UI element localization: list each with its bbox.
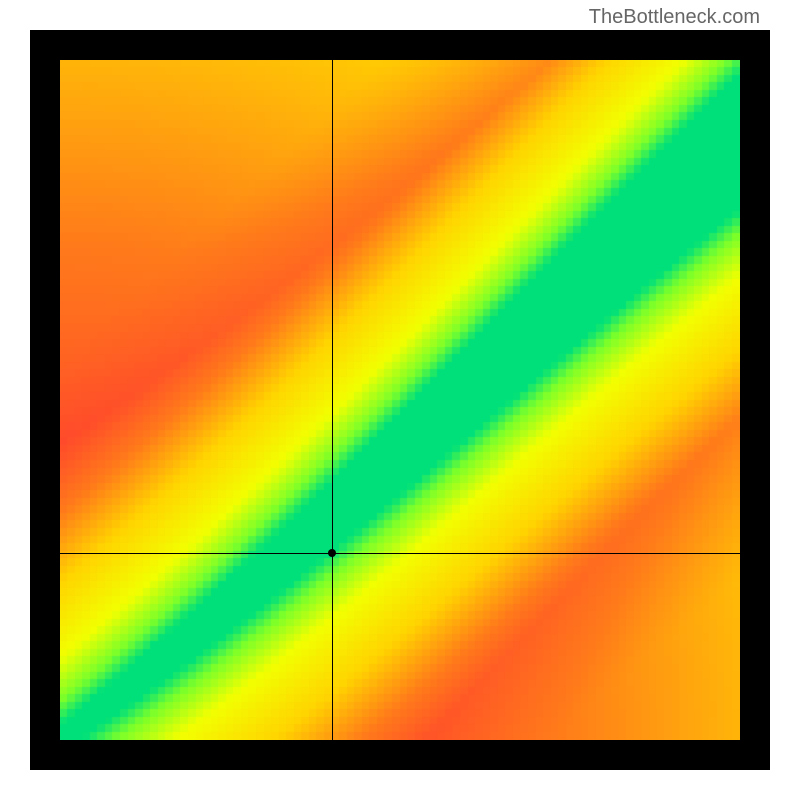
plot-area [60,60,740,740]
marker-dot [328,549,336,557]
watermark-text: TheBottleneck.com [589,6,760,29]
chart-container: TheBottleneck.com [0,0,800,800]
crosshair-vertical [332,60,333,740]
heatmap-canvas [60,60,740,740]
plot-outer-frame [30,30,770,770]
crosshair-horizontal [60,553,740,554]
